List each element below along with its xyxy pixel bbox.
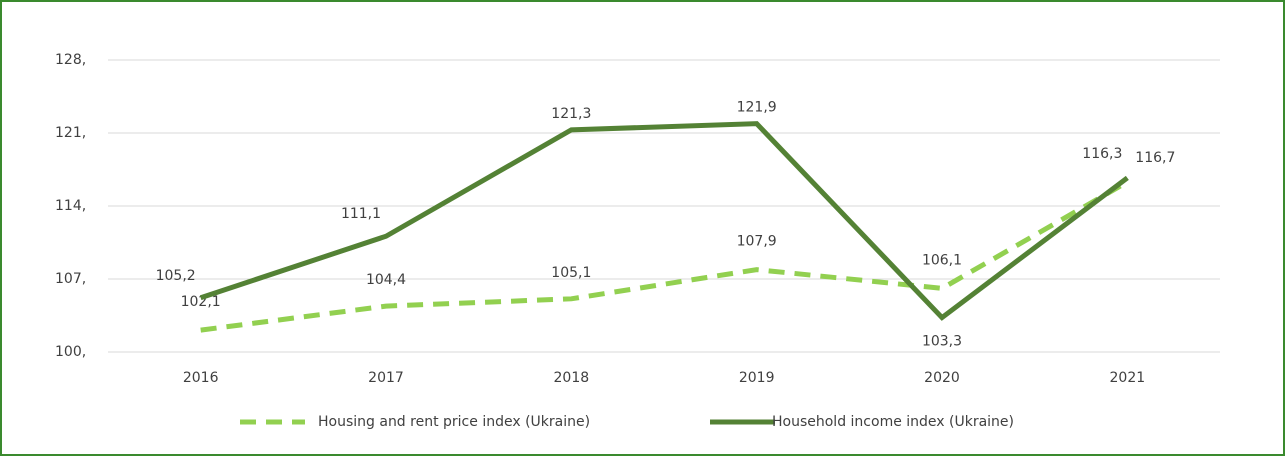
data-label: 103,3: [922, 334, 962, 350]
data-label: 105,1: [551, 265, 591, 281]
x-tick-label: 2017: [368, 370, 404, 386]
data-label: 107,9: [737, 234, 777, 250]
x-tick-label: 2018: [554, 370, 590, 386]
y-tick-label: 114,: [55, 198, 86, 214]
data-label: 105,2: [156, 268, 196, 284]
x-tick-label: 2019: [739, 370, 775, 386]
y-tick-label: 107,: [55, 271, 86, 287]
y-tick-label: 100,: [55, 344, 86, 360]
data-label: 116,7: [1135, 150, 1175, 166]
x-tick-label: 2020: [924, 370, 960, 386]
series-line: [200, 179, 1129, 333]
y-tick-label: 128,: [55, 52, 86, 68]
legend-label: Housing and rent price index (Ukraine): [318, 414, 590, 430]
data-label: 116,3: [1082, 146, 1122, 162]
y-tick-label: 121,: [55, 125, 86, 141]
x-tick-label: 2016: [183, 370, 219, 386]
data-label: 121,3: [551, 106, 591, 122]
data-label: 111,1: [341, 206, 381, 222]
series-line: [199, 121, 1129, 321]
data-label: 121,9: [737, 100, 777, 116]
x-tick-label: 2021: [1110, 370, 1146, 386]
data-label: 102,1: [181, 294, 221, 310]
legend-label: Household income index (Ukraine): [772, 414, 1014, 430]
data-label: 106,1: [922, 252, 962, 268]
data-label: 104,4: [366, 272, 406, 288]
